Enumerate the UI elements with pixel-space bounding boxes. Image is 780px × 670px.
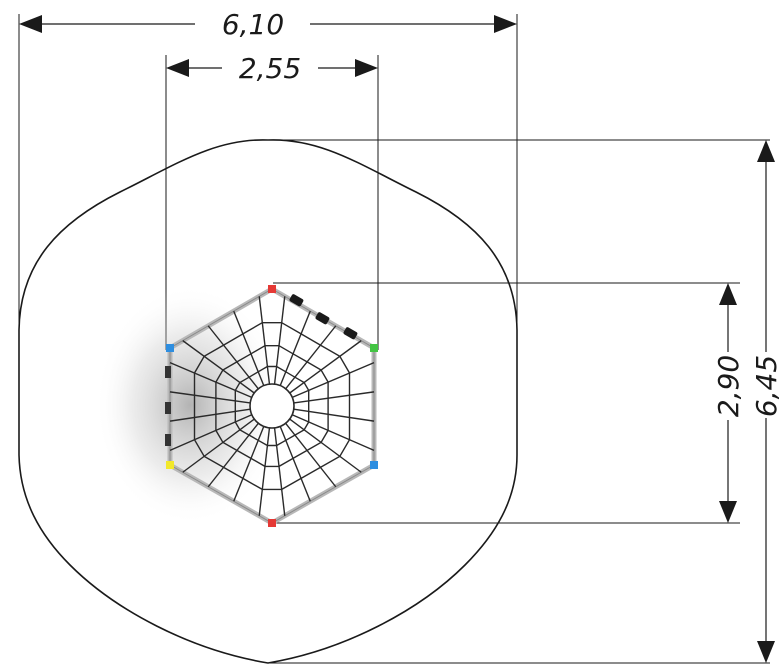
net-spoke <box>273 296 286 385</box>
ground-shadow <box>95 285 285 525</box>
net-spoke <box>279 426 311 502</box>
net-spoke <box>207 325 259 390</box>
net-spoke <box>279 310 311 386</box>
net-spoke <box>289 418 362 473</box>
overall-depth-label: 6,45 <box>750 355 780 417</box>
post-cap <box>370 461 378 469</box>
net-spoke <box>258 296 271 385</box>
net-spoke <box>293 408 375 422</box>
dimension-overall-width: 6,10 <box>19 8 517 41</box>
dimension-structure-depth: 2,90 <box>712 283 745 523</box>
net-spoke <box>169 408 251 422</box>
net-spoke <box>182 340 255 394</box>
spider-web-climbing-net <box>165 285 378 527</box>
net-hub-ring <box>249 383 295 429</box>
post-cap <box>268 519 276 527</box>
structure-width-label: 2,55 <box>239 52 301 85</box>
net-spoke <box>233 426 265 502</box>
handhold-block <box>343 327 358 340</box>
net-spoke <box>291 361 375 399</box>
net-spoke <box>207 422 259 488</box>
dimension-structure-width: 2,55 <box>166 52 378 85</box>
handhold-block <box>289 294 304 307</box>
net-ring <box>193 322 351 491</box>
net-spoke <box>285 325 337 390</box>
net-spoke <box>285 422 337 488</box>
net-spoke <box>182 418 255 473</box>
net-ring <box>234 365 310 447</box>
structure-depth-label: 2,90 <box>712 355 745 417</box>
post-cap <box>166 344 174 352</box>
extension-lines <box>18 14 770 664</box>
net-spoke <box>291 414 375 452</box>
net-spoke <box>169 414 253 452</box>
net-spoke <box>169 361 253 399</box>
overall-width-label: 6,10 <box>222 8 284 41</box>
net-spoke <box>169 391 251 404</box>
side-fitting <box>165 366 171 378</box>
dimension-overall-depth: 6,45 <box>750 140 780 663</box>
side-fitting <box>165 434 171 446</box>
net-spoke <box>258 427 271 516</box>
side-fitting <box>165 402 171 414</box>
post-cap <box>166 461 174 469</box>
net-spoke <box>293 391 375 404</box>
post-cap <box>268 285 276 293</box>
net-ring <box>215 345 329 468</box>
handhold-block <box>315 312 330 325</box>
net-spoke <box>273 427 286 516</box>
post-cap <box>370 344 378 352</box>
net-spoke <box>289 340 362 394</box>
net-spoke <box>233 310 265 386</box>
